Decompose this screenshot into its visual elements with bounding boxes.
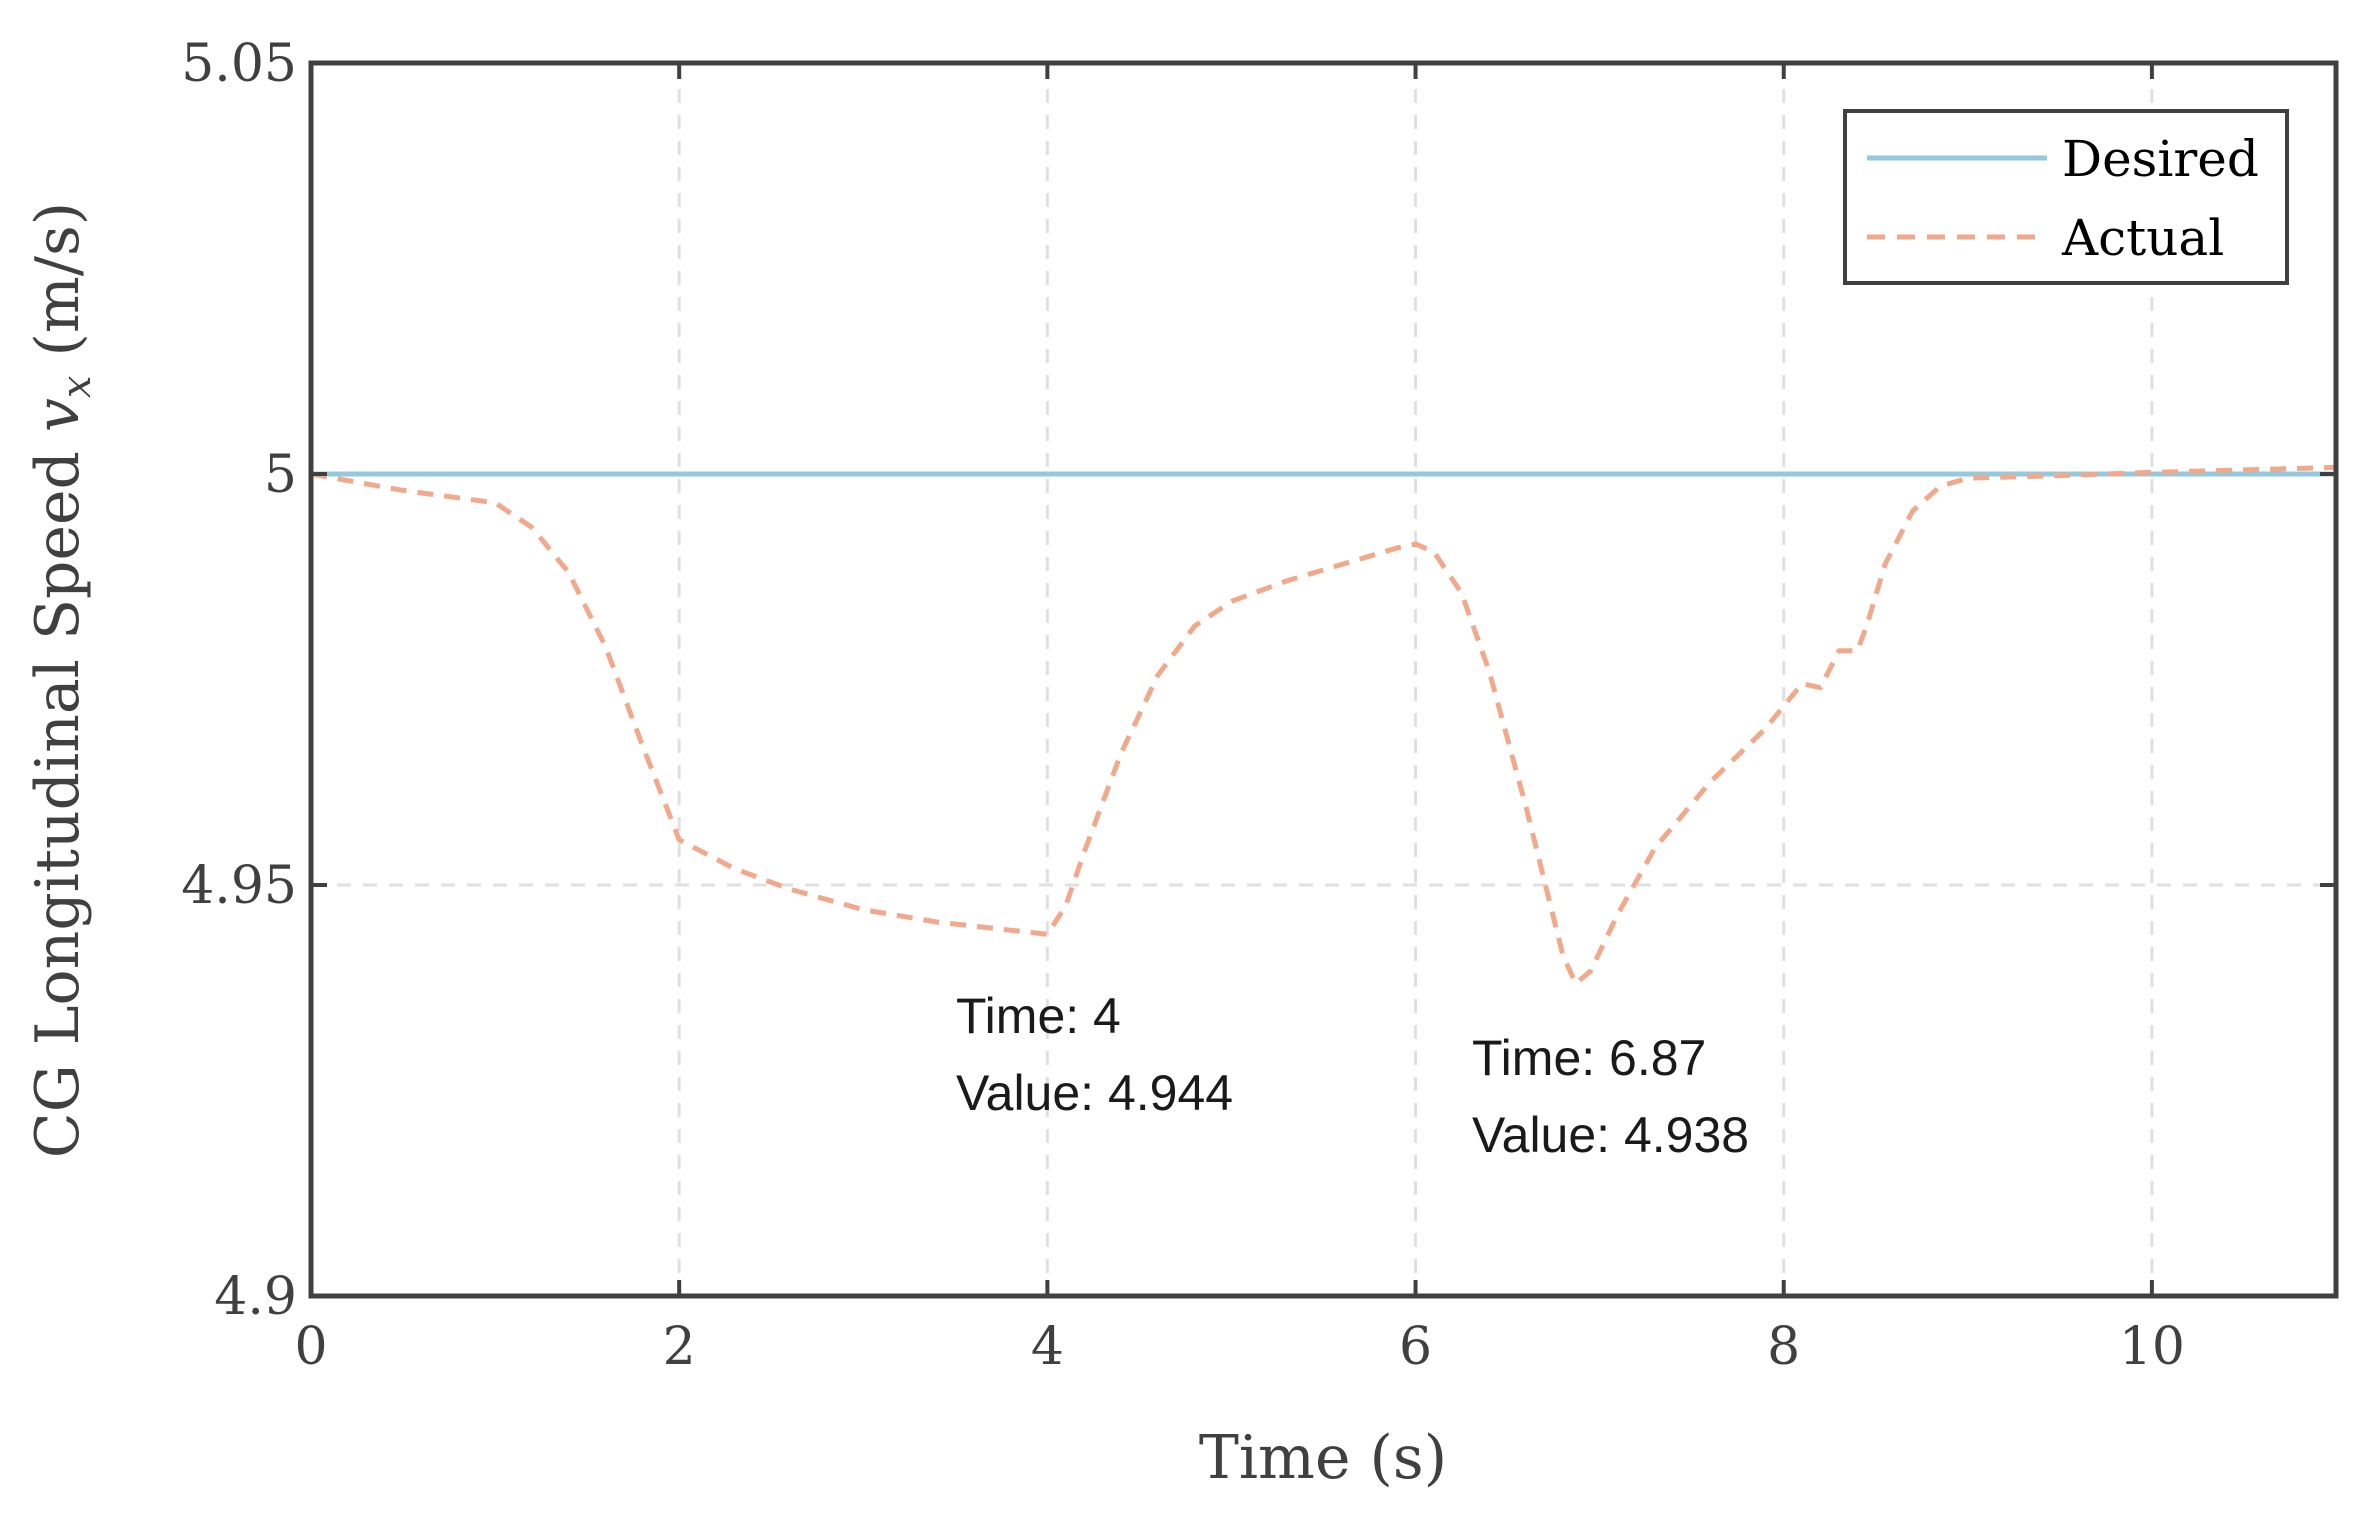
x-tick-label: 10 — [2119, 1317, 2185, 1377]
datatip-2-time: Time: 6.87 — [1472, 1030, 1706, 1086]
y-axis-title: CG Longitudinal Speed vx (m/s) — [23, 202, 100, 1158]
x-tick-label: 6 — [1399, 1317, 1432, 1377]
x-tick-label: 8 — [1767, 1317, 1800, 1377]
series-line-actual — [310, 464, 2337, 987]
legend-desired-label: Desired — [2062, 130, 2259, 188]
plot-area-frame — [308, 60, 2339, 1299]
axis-ticks: 0 2 4 6 8 10 4.9 4.95 5 5.05 — [181, 34, 2336, 1377]
x-tick-label: 4 — [1031, 1317, 1064, 1377]
datatip-1-time: Time: 4 — [956, 988, 1121, 1044]
x-axis-title: Time (s) — [1199, 1423, 1447, 1493]
y-tick-label: 5 — [264, 445, 297, 505]
y-tick-label: 5.05 — [181, 34, 297, 94]
datatip-2: Time: 6.87 Value: 4.938 — [1472, 1030, 1749, 1163]
x-tick-label: 2 — [663, 1317, 696, 1377]
legend-actual-label: Actual — [2061, 209, 2224, 267]
y-tick-label: 4.9 — [214, 1267, 297, 1327]
legend: Desired Actual — [1843, 109, 2289, 285]
legend-box — [1843, 109, 2289, 285]
y-tick-label: 4.95 — [181, 856, 297, 916]
datatip-1: Time: 4 Value: 4.944 — [956, 988, 1233, 1121]
plot-series — [310, 464, 2337, 987]
datatip-2-value: Value: 4.938 — [1472, 1107, 1749, 1163]
grid — [311, 63, 2336, 1296]
x-tick-label: 0 — [294, 1317, 327, 1377]
datatip-1-value: Value: 4.944 — [956, 1065, 1233, 1121]
